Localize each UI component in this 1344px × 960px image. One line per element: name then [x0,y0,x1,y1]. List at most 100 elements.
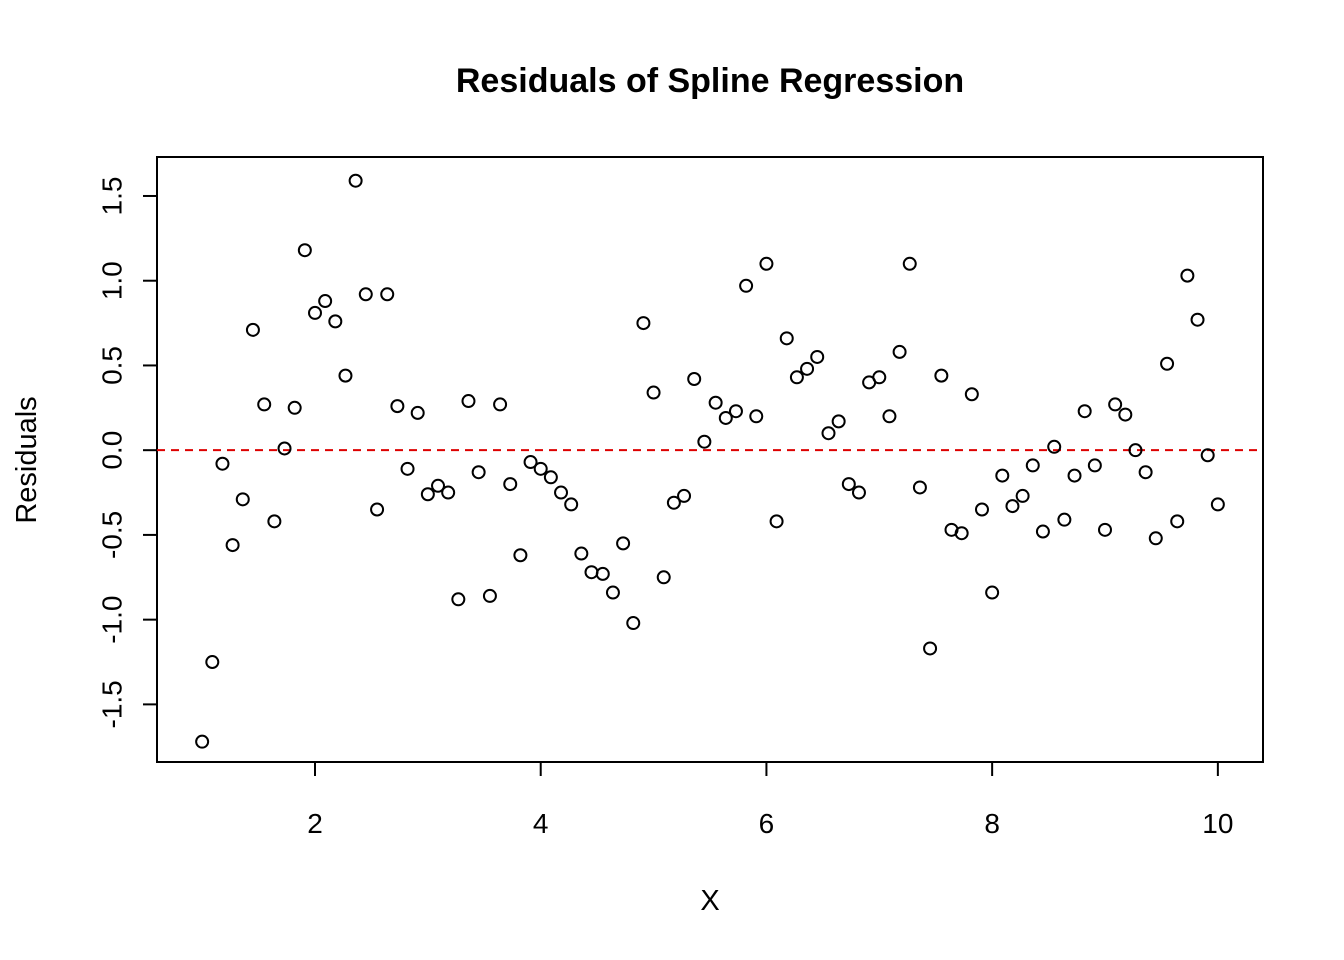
y-tick-label: -1.0 [97,596,128,644]
data-point [728,404,743,419]
data-point [954,526,969,541]
data-point [523,455,538,470]
data-point [451,592,466,607]
data-point [739,278,754,293]
data-point [985,585,1000,600]
data-point [697,434,712,449]
data-point [1047,439,1062,454]
data-point [461,394,476,409]
data-point [882,409,897,424]
y-tick-label: 0.5 [97,346,128,385]
data-point [493,397,508,412]
data-point [1200,448,1215,463]
chart-title: Residuals of Spline Regression [456,62,964,100]
data-point [789,370,804,385]
x-axis-label: X [700,885,719,917]
y-tick-label: -1.5 [97,680,128,728]
data-point [267,514,282,529]
data-point [1180,268,1195,283]
data-point [1108,397,1123,412]
data-point [533,461,548,476]
data-point [205,655,220,670]
data-point [626,616,641,631]
y-tick-label: 0.0 [97,431,128,470]
x-tick-label: 8 [984,808,1000,839]
data-point [358,287,373,302]
data-point [759,256,774,271]
data-point [687,372,702,387]
data-point [543,470,558,485]
data-point [318,294,333,309]
data-point [872,370,887,385]
data-point [513,548,528,563]
data-point [779,331,794,346]
data-point [995,468,1010,483]
data-point [636,316,651,331]
data-point [297,243,312,258]
data-point [666,495,681,510]
data-point [1035,524,1050,539]
data-point [554,485,569,500]
data-point [441,485,456,500]
data-point [482,588,497,603]
data-point [431,478,446,493]
data-point [923,641,938,656]
data-point [616,536,631,551]
data-point [400,461,415,476]
data-point [564,497,579,512]
x-tick-label: 6 [759,808,775,839]
data-point [503,477,518,492]
data-point [656,570,671,585]
data-point [1005,499,1020,514]
data-point [471,465,486,480]
data-point [410,405,425,420]
data-point [605,585,620,600]
data-point [974,502,989,517]
data-point [646,385,661,400]
data-point [195,734,210,749]
data-point [1190,312,1205,327]
data-point [1138,465,1153,480]
data-point [708,395,723,410]
data-point [277,441,292,456]
data-point [892,344,907,359]
data-points [195,173,1225,749]
x-axis: 2 4 6 8 10 [307,762,1233,839]
y-axis: -1.5 -1.0 -0.5 0.0 0.5 1.0 1.5 [97,177,157,729]
data-point [595,566,610,581]
data-point [718,410,733,425]
x-tick-label: 2 [307,808,323,839]
data-point [338,368,353,383]
data-point [380,287,395,302]
data-point [1057,512,1072,527]
data-point [912,480,927,495]
data-point [841,477,856,492]
data-point [215,456,230,471]
y-tick-label: -0.5 [97,511,128,559]
plot-frame [156,156,1264,763]
data-point [1087,458,1102,473]
data-point [831,414,846,429]
data-point [245,322,260,337]
y-tick-label: 1.5 [97,177,128,216]
data-point [287,400,302,415]
data-point [800,361,815,376]
data-point [225,538,240,553]
data-point [235,492,250,507]
data-point [328,314,343,329]
data-point [308,305,322,320]
data-point [964,387,979,402]
data-point [257,397,272,412]
y-axis-label: Residuals [11,396,43,523]
data-point [370,502,385,517]
data-point [1098,522,1112,537]
data-point [1077,404,1092,419]
data-point [574,546,589,561]
data-point [810,349,825,364]
data-point [1025,458,1040,473]
data-point [1210,497,1225,512]
data-point [1160,356,1175,371]
data-point [1170,514,1185,529]
x-tick-label: 4 [533,808,549,839]
